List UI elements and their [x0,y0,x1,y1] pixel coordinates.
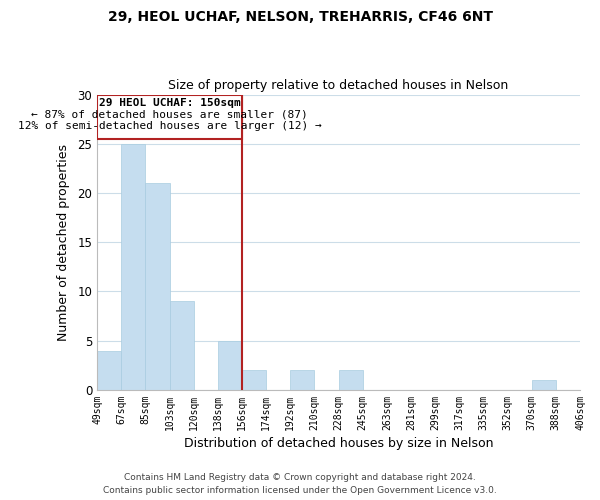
Text: 29 HEOL UCHAF: 150sqm: 29 HEOL UCHAF: 150sqm [98,98,241,108]
Text: 29, HEOL UCHAF, NELSON, TREHARRIS, CF46 6NT: 29, HEOL UCHAF, NELSON, TREHARRIS, CF46 … [107,10,493,24]
Bar [532,380,556,390]
Text: 12% of semi-detached houses are larger (12) →: 12% of semi-detached houses are larger (… [17,121,322,131]
Bar [242,370,266,390]
Text: Contains HM Land Registry data © Crown copyright and database right 2024.
Contai: Contains HM Land Registry data © Crown c… [103,473,497,495]
Bar [121,144,145,390]
Y-axis label: Number of detached properties: Number of detached properties [58,144,70,341]
Bar [290,370,314,390]
Bar [145,183,170,390]
FancyBboxPatch shape [97,94,242,139]
Text: ← 87% of detached houses are smaller (87): ← 87% of detached houses are smaller (87… [31,110,308,120]
X-axis label: Distribution of detached houses by size in Nelson: Distribution of detached houses by size … [184,437,493,450]
Bar [338,370,363,390]
Title: Size of property relative to detached houses in Nelson: Size of property relative to detached ho… [169,79,509,92]
Bar [218,340,242,390]
Bar [97,350,121,390]
Bar [170,302,194,390]
